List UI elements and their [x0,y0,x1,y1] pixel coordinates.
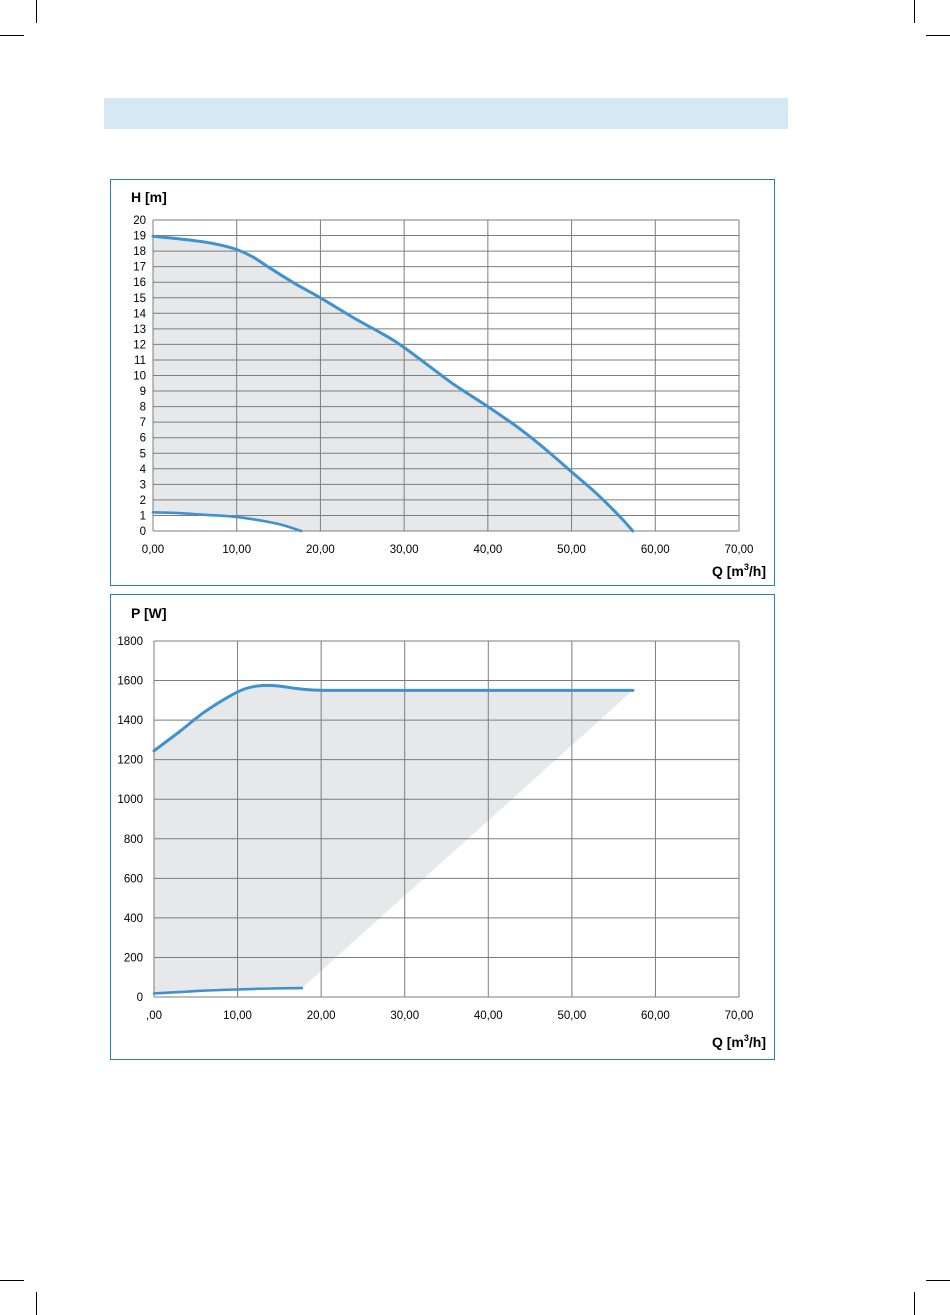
y-tick-label: 1 [140,510,146,522]
max-curve [151,234,635,533]
y-tick-label: 18 [133,246,146,258]
y-tick-label: 800 [124,834,143,846]
y-tick-label: 400 [124,913,143,925]
y-tick-label: 600 [124,873,143,885]
y-tick-label: 8 [140,402,146,414]
x-tick-label: 70,00 [725,1010,754,1022]
x-tick-label: 0,00 [142,544,164,556]
min-curve [152,986,304,995]
x-tick-label: 20,00 [306,544,335,556]
y-tick-label: 5 [140,448,146,460]
y-tick-label: 1800 [117,636,143,648]
crop-mark [926,1280,950,1281]
y-tick-label: 7 [140,417,146,429]
y-tick-label: 9 [140,386,146,398]
head-chart-panel: 0 1 2 3 4 5 6 7 8 9 10 11 12 13 14 15 16 17 18 19 20 0,00 10,… [110,179,775,586]
x-tick-label: 40,00 [474,1010,503,1022]
y-tick-label: 1000 [117,794,143,806]
x-tick-label: 70,00 [725,544,754,556]
x-tick-label: 40,00 [473,544,502,556]
y-tick-label: 13 [133,324,146,336]
x-tick-label: 30,00 [390,544,419,556]
y-tick-label: 19 [133,231,146,243]
operating-area [154,685,633,994]
x-axis-label: Q [m3/h] [712,562,766,579]
y-tick-label: 4 [140,464,147,476]
y-tick-label: 2 [140,495,146,507]
x-tick-label: 60,00 [641,1010,670,1022]
y-tick-label: 20 [133,215,146,227]
crop-mark [0,35,24,36]
crop-mark [36,0,37,23]
crop-mark [926,35,950,36]
power-chart-panel: 0 200 400 600 800 1000 1200 1400 1600 1800 ,00 10,… [110,594,775,1060]
y-tick-label: 0 [140,526,146,538]
y-tick-label: 11 [134,355,146,367]
x-tick-label: 30,00 [390,1010,419,1022]
operating-area [153,236,633,532]
y-tick-label: 14 [133,308,146,320]
y-axis-label: P [W] [131,605,167,621]
crop-mark [914,1292,915,1315]
x-tick-label: 60,00 [641,544,670,556]
y-tick-label: 6 [140,433,146,445]
y-tick-label: 17 [133,262,146,274]
x-tick-label: 50,00 [557,544,586,556]
x-tick-label: 20,00 [307,1010,336,1022]
min-curve [151,510,303,533]
y-tick-label: 12 [133,339,146,351]
header-band [104,98,788,129]
y-axis-label: H [m] [131,189,167,205]
crop-mark [36,1292,37,1315]
y-tick-label: 200 [124,952,143,964]
y-tick-label: 1400 [117,715,143,727]
y-tick-label: 1200 [117,755,143,767]
crop-mark [914,0,915,23]
max-curve [152,683,635,753]
y-tick-label: 0 [137,992,143,1004]
x-tick-label: 10,00 [222,544,251,556]
x-tick-label: 10,00 [223,1010,252,1022]
crop-mark [0,1280,24,1281]
x-tick-label: 50,00 [557,1010,586,1022]
y-tick-label: 10 [133,371,146,383]
x-axis-label: Q [m3/h] [712,1033,766,1050]
y-tick-label: 15 [133,293,146,305]
y-tick-label: 1600 [117,676,143,688]
x-tick-label: ,00 [146,1010,162,1022]
y-tick-label: 16 [133,277,146,289]
power-chart: 0 200 400 600 800 1000 1200 1400 1600 1800 ,00 10,… [117,605,766,1050]
y-tick-label: 3 [140,479,146,491]
